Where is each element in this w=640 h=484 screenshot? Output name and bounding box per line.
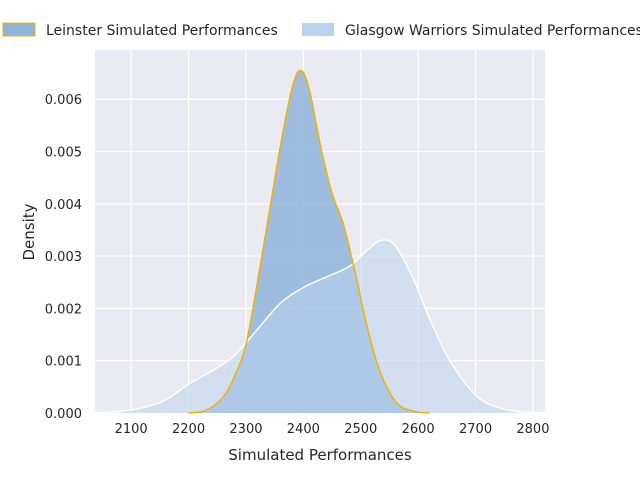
density-line-glasgow bbox=[96, 239, 545, 414]
y-tick-label: 0.001 bbox=[45, 355, 82, 370]
y-axis-label: Density bbox=[20, 203, 38, 260]
x-tick-label: 2700 bbox=[459, 422, 492, 437]
y-tick-label: 0.006 bbox=[45, 93, 82, 108]
x-tick-label: 2400 bbox=[287, 422, 320, 437]
x-tick-label: 2600 bbox=[402, 422, 435, 437]
legend-swatch-glasgow bbox=[302, 23, 334, 36]
x-tick-label: 2800 bbox=[516, 422, 549, 437]
x-axis-label: Simulated Performances bbox=[228, 446, 412, 464]
legend-swatch-leinster bbox=[2, 22, 36, 37]
legend-label-leinster: Leinster Simulated Performances bbox=[46, 23, 278, 39]
density-line-leinster bbox=[188, 69, 430, 414]
density-fill-glasgow bbox=[96, 239, 545, 413]
y-tick-label: 0.002 bbox=[45, 302, 82, 317]
legend-label-glasgow: Glasgow Warriors Simulated Performances bbox=[345, 23, 640, 39]
legend: Leinster Simulated Performances Glasgow … bbox=[2, 22, 640, 39]
y-tick-label: 0.005 bbox=[45, 145, 82, 160]
y-tick-label: 0.000 bbox=[45, 407, 82, 422]
x-tick-label: 2200 bbox=[172, 422, 205, 437]
y-tick-label: 0.004 bbox=[45, 198, 82, 213]
x-tick-label: 2300 bbox=[229, 422, 262, 437]
x-tick-label: 2500 bbox=[344, 422, 377, 437]
y-tick-label: 0.003 bbox=[45, 250, 82, 265]
x-tick-label: 2100 bbox=[115, 422, 148, 437]
density-fill-leinster bbox=[188, 70, 430, 413]
